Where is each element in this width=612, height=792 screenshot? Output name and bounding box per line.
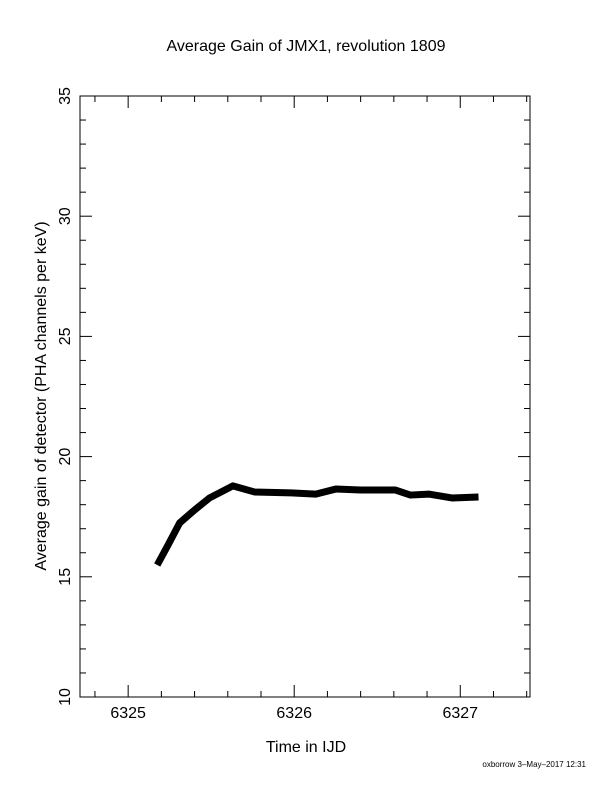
y-tick-label: 30: [57, 207, 74, 225]
y-tick-label: 10: [57, 688, 74, 706]
chart-title: Average Gain of JMX1, revolution 1809: [167, 38, 446, 55]
x-tick-label: 6326: [276, 705, 312, 722]
y-tick-label: 35: [57, 87, 74, 105]
x-tick-label: 6325: [110, 705, 146, 722]
plot-frame: [79, 95, 531, 698]
x-tick-label: 6327: [442, 705, 478, 722]
y-axis-label: Average gain of detector (PHA channels p…: [33, 221, 50, 570]
footer: oxborrow 3–May–2017 12:31: [482, 760, 586, 769]
y-tick-label: 25: [57, 327, 74, 345]
data-line: [154, 482, 479, 567]
x-axis-label: Time in IJD: [266, 739, 346, 756]
y-tick-label: 15: [57, 568, 74, 586]
y-tick-label: 20: [57, 448, 74, 466]
